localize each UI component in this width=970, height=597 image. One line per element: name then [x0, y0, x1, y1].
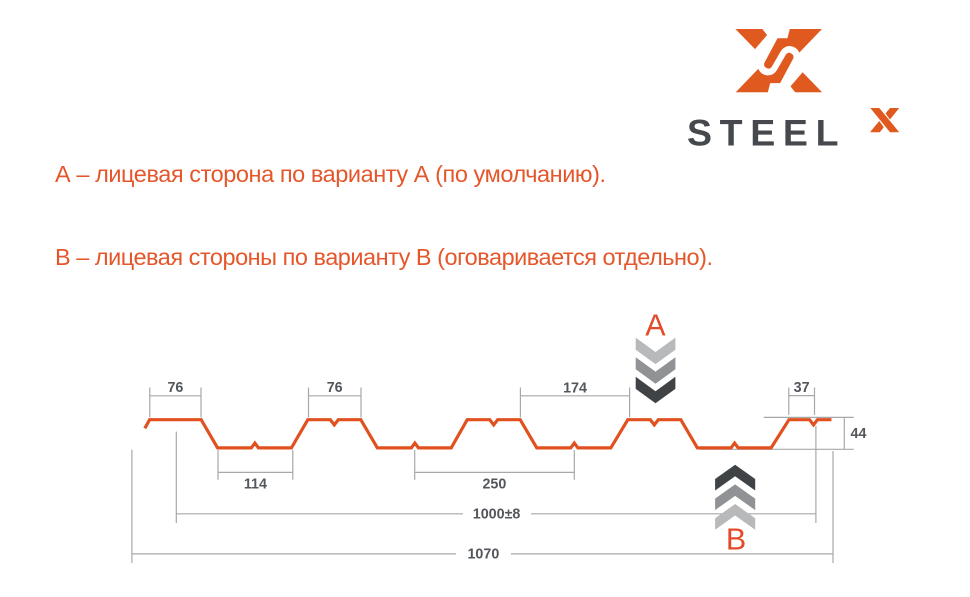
svg-text:37: 37 [794, 380, 810, 396]
svg-text:В – лицевая стороны по вариант: В – лицевая стороны по варианту В (огова… [55, 244, 713, 270]
svg-text:76: 76 [167, 380, 183, 396]
svg-text:174: 174 [563, 381, 587, 397]
svg-text:1070: 1070 [467, 546, 499, 562]
svg-text:1000±8: 1000±8 [473, 506, 521, 522]
svg-text:76: 76 [327, 380, 343, 396]
svg-text:250: 250 [482, 477, 506, 493]
svg-text:А: А [645, 309, 666, 343]
svg-text:44: 44 [851, 426, 867, 442]
svg-text:А – лицевая сторона по вариант: А – лицевая сторона по варианту А (по ум… [55, 161, 606, 187]
svg-text:114: 114 [244, 477, 267, 493]
svg-text:STEEL: STEEL [687, 112, 839, 154]
svg-text:В: В [726, 523, 746, 557]
